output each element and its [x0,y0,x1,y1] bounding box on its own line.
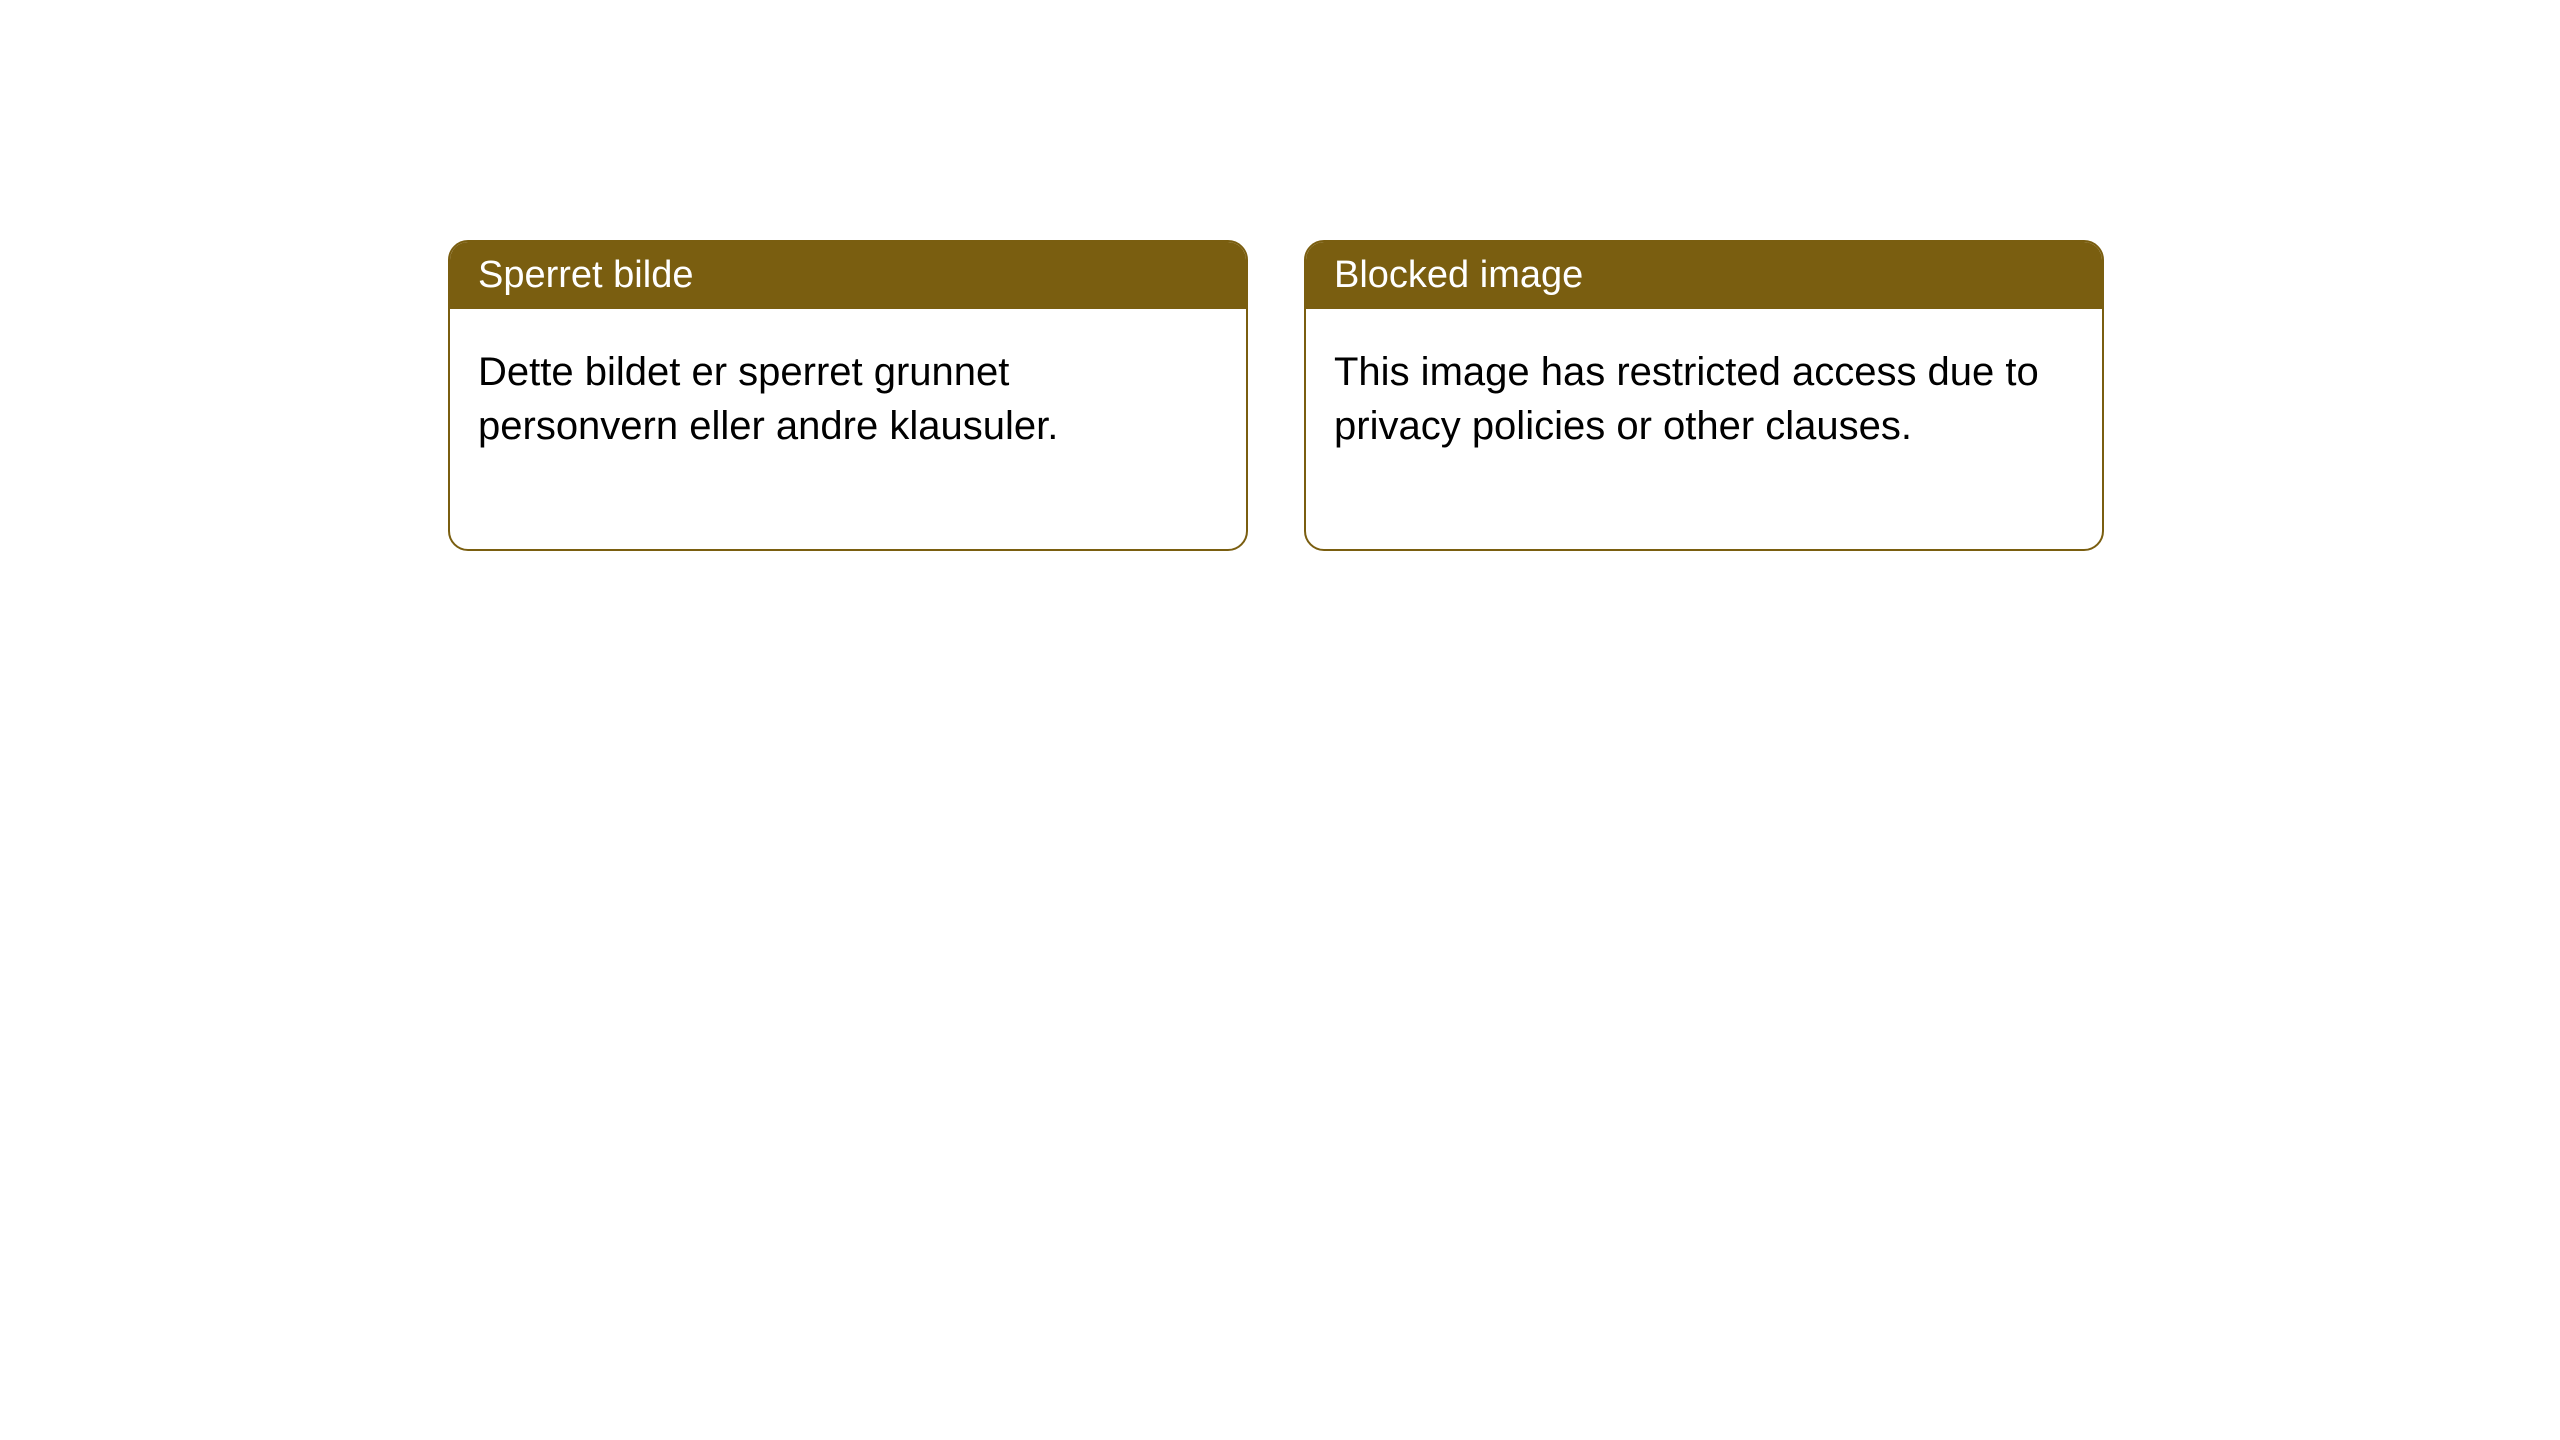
notice-header: Blocked image [1306,242,2102,309]
notice-title: Blocked image [1334,254,1583,296]
notice-title: Sperret bilde [478,254,693,296]
notice-body: Dette bildet er sperret grunnet personve… [450,309,1246,549]
notice-body: This image has restricted access due to … [1306,309,2102,549]
notice-container: Sperret bilde Dette bildet er sperret gr… [448,240,2104,551]
notice-message: Dette bildet er sperret grunnet personve… [478,350,1058,448]
notice-header: Sperret bilde [450,242,1246,309]
notice-card-norwegian: Sperret bilde Dette bildet er sperret gr… [448,240,1248,551]
notice-card-english: Blocked image This image has restricted … [1304,240,2104,551]
notice-message: This image has restricted access due to … [1334,350,2039,448]
